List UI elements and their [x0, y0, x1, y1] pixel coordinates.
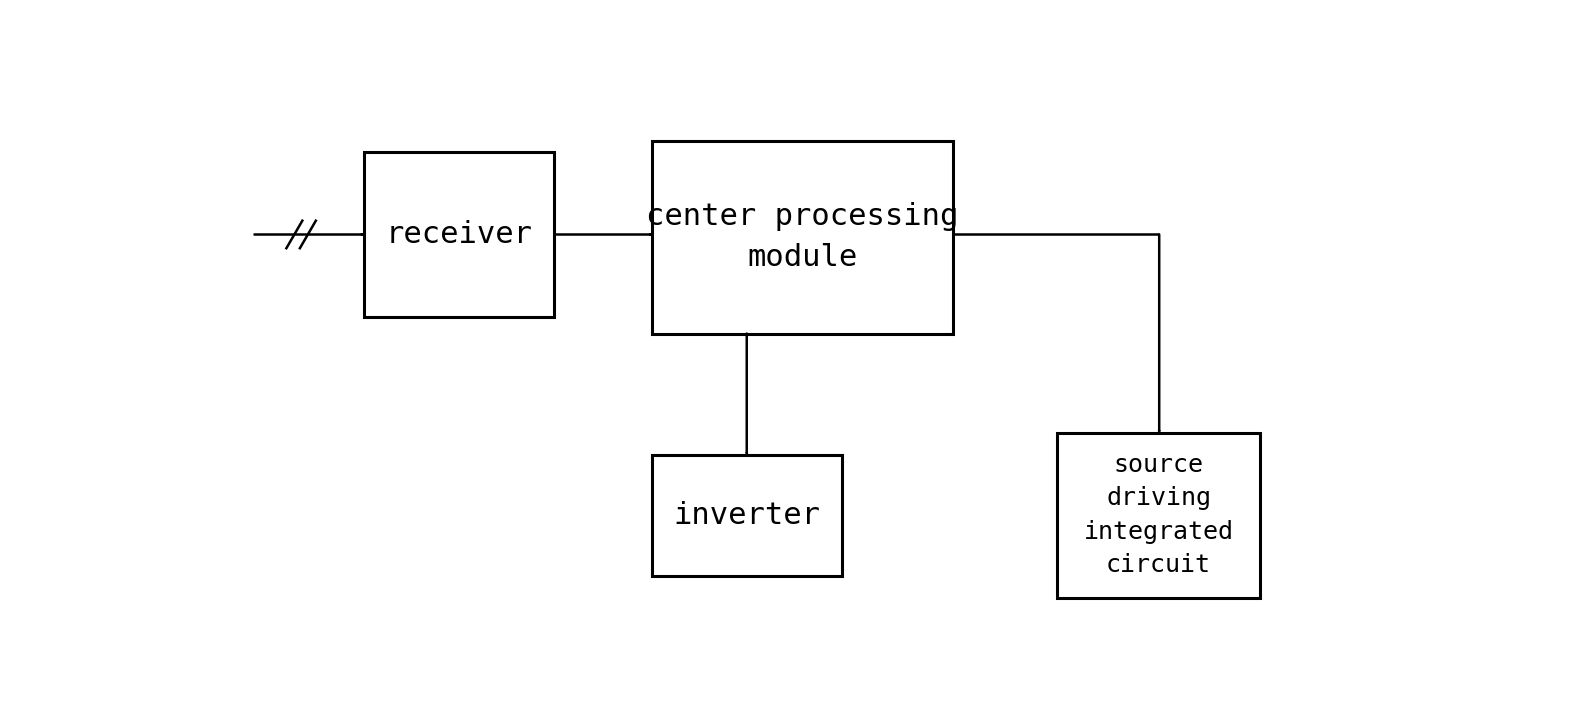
- Text: inverter: inverter: [673, 500, 821, 530]
- Bar: [364, 152, 554, 317]
- Text: source
driving
integrated
circuit: source driving integrated circuit: [1083, 453, 1234, 578]
- Bar: [653, 141, 954, 333]
- Text: receiver: receiver: [385, 220, 532, 249]
- Bar: [1058, 433, 1259, 598]
- Bar: [653, 455, 843, 576]
- Text: center processing
module: center processing module: [646, 202, 958, 272]
